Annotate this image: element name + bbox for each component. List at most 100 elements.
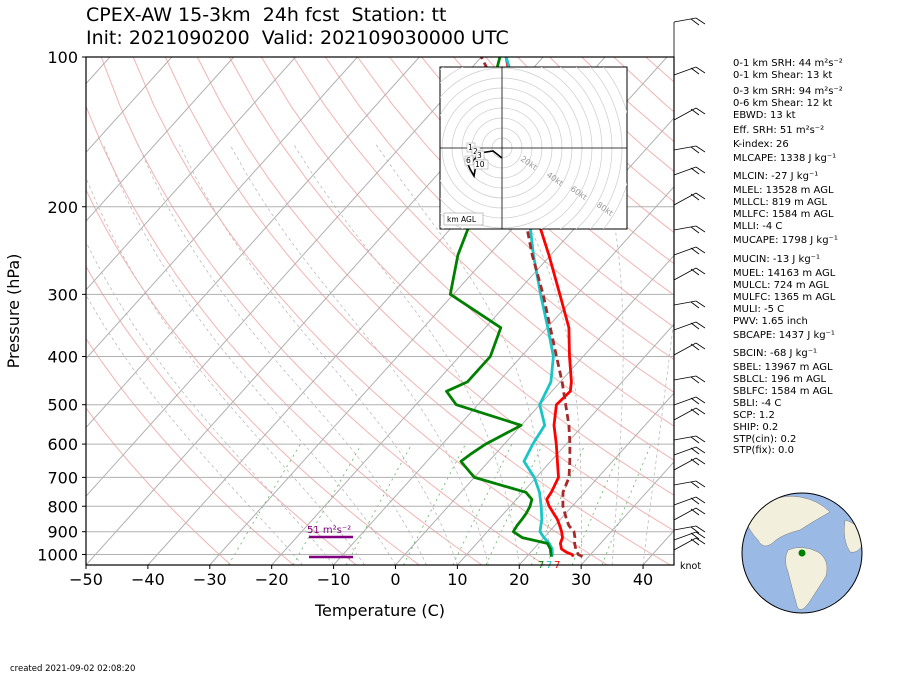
moist-adiabat: [642, 314, 674, 565]
wind-barb: [673, 457, 706, 471]
index-line: 0-3 km SRH: 94 m²s⁻²: [733, 86, 843, 97]
wind-barb: [673, 496, 706, 506]
barb-flag: [690, 108, 700, 116]
barb-staff: [673, 300, 697, 306]
x-tick-label: 40: [633, 570, 653, 589]
barb-flag: [690, 508, 700, 516]
index-line: MULFC: 1365 m AGL: [733, 292, 836, 303]
barb-flag: [695, 145, 706, 153]
barb-flag: [690, 226, 700, 234]
globe-land: [744, 496, 862, 610]
barb-flag: [695, 507, 706, 515]
barb-flag: [690, 538, 700, 546]
barb-staff: [673, 321, 697, 331]
dry-adiabat: [132, 57, 608, 565]
barb-flag: [690, 532, 700, 540]
barb-flag: [695, 457, 706, 465]
isotherm: [271, 117, 674, 565]
mixing-ratio-line: [571, 443, 624, 565]
barb-flag: [690, 408, 700, 416]
dry-adiabat: [196, 57, 674, 532]
y-tick-label: 600: [47, 435, 78, 454]
dry-adiabat: [86, 407, 232, 565]
barb-staff: [673, 17, 697, 23]
x-tick-label: −10: [317, 570, 351, 589]
hodograph-height-box: [473, 159, 489, 170]
wind-barb: [673, 192, 706, 206]
axes: −50 −40 −30 −20 −10 0 10 20 30 40 100 200 300 400 500 6…: [4, 48, 701, 620]
wind-barb: [673, 407, 706, 421]
barb-flag: [695, 496, 706, 504]
index-line: MLCAPE: 1338 J kg⁻¹: [733, 153, 837, 164]
barb-flag: [690, 343, 700, 351]
barb-staff: [673, 375, 697, 381]
barb-flag: [690, 146, 700, 154]
wind-barb: [673, 145, 706, 154]
barb-flag: [695, 107, 706, 115]
dry-adiabat: [357, 57, 674, 361]
created-timestamp: created 2021-09-02 02:08:20: [10, 664, 136, 674]
hodograph-height-box: [464, 155, 474, 166]
index-line: MLLI: -4 C: [733, 221, 783, 232]
globe-outline: [741, 492, 863, 614]
index-line: SBEL: 13967 m AGL: [733, 362, 833, 373]
x-axis-label: Temperature (C): [314, 601, 445, 620]
index-line: 0-1 km Shear: 13 kt: [733, 70, 833, 81]
hodograph-height-text: 1: [468, 143, 473, 152]
index-line: K-index: 26: [733, 139, 789, 150]
barb-flag: [695, 396, 706, 404]
wind-barb: [673, 396, 706, 406]
isotherm: [86, 57, 358, 360]
isotherm: [86, 57, 235, 222]
x-tick-label: 10: [447, 570, 467, 589]
south-america: [785, 547, 828, 610]
index-line: SBCIN: -68 J kg⁻¹: [733, 348, 818, 359]
hodograph-height-text: 6: [466, 156, 471, 165]
hodograph-rings: [440, 67, 627, 229]
barb-flag: [695, 446, 706, 454]
y-tick-label: 800: [47, 497, 78, 516]
x-tick-label: 0: [390, 570, 400, 589]
index-line: PWV: 1.65 inch: [733, 316, 808, 327]
wind-barb: [673, 446, 706, 456]
dry-adiabat: [86, 337, 295, 565]
barb-staff: [673, 66, 697, 76]
barb-flag: [690, 18, 700, 26]
barb-staff: [673, 396, 697, 406]
dry-adiabat: [86, 105, 483, 565]
index-line: 0-1 km SRH: 44 m²s⁻²: [733, 58, 843, 69]
hodograph-height-text: 2: [473, 147, 478, 156]
hodograph-height-label: 6: [464, 155, 474, 166]
hodograph-height-text: 3: [477, 151, 482, 160]
y-tick-label: 1000: [37, 545, 78, 564]
x-tick-label: −30: [193, 570, 227, 589]
y-tick-label: 200: [47, 198, 78, 217]
barb-flag: [690, 193, 700, 201]
isotherm: [518, 392, 674, 565]
barb-flag: [690, 458, 700, 466]
barb-flag: [690, 322, 700, 330]
index-line: 0-6 km Shear: 12 kt: [733, 98, 833, 109]
moist-adiabat: [86, 176, 365, 565]
barb-flag: [690, 436, 700, 444]
index-line: SBLI: -4 C: [733, 398, 782, 409]
index-line: Eff. SRH: 51 m²s⁻²: [733, 125, 825, 136]
dry-adiabat: [228, 57, 674, 496]
mixing-ratio-line: [485, 443, 544, 565]
mixing-ratio-line: [228, 443, 301, 565]
profile-line-3: [480, 57, 584, 558]
index-line: SCP: 1.2: [733, 410, 775, 421]
hodograph-height-text: 10: [475, 160, 485, 169]
index-line: MUCIN: -13 J kg⁻¹: [733, 254, 820, 265]
dry-adiabat: [389, 57, 674, 328]
dry-adiabat: [421, 57, 674, 296]
index-line: SBCAPE: 1437 J kg⁻¹: [733, 330, 835, 341]
isotherm: [86, 57, 420, 429]
wind-barb: [673, 300, 706, 309]
barb-flag: [695, 525, 706, 533]
y-tick-label: 500: [47, 396, 78, 415]
barb-flag: [695, 225, 706, 233]
chart-title-line2: Init: 2021090200 Valid: 202109030000 UTC: [86, 27, 509, 49]
dry-adiabat: [86, 188, 420, 565]
